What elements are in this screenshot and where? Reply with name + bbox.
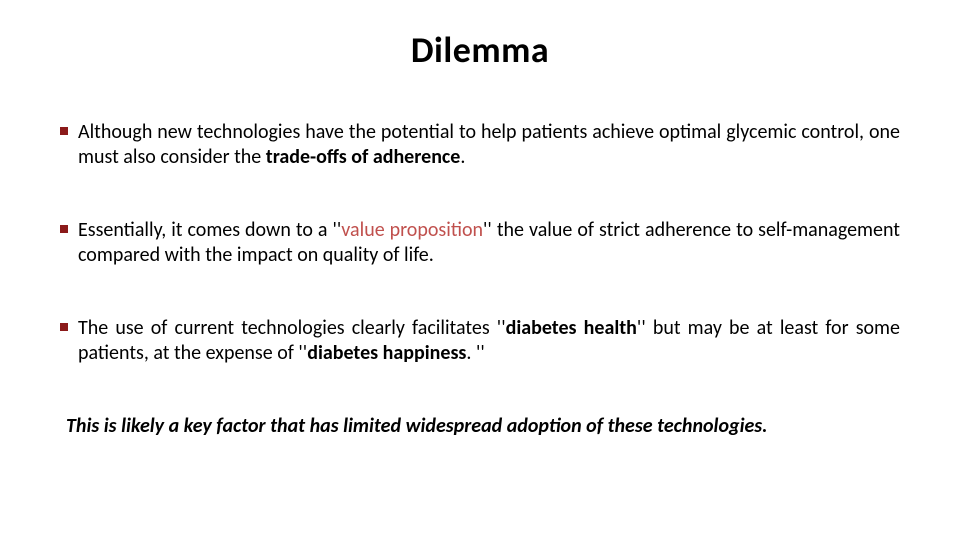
bullet-item: Essentially, it comes down to a ''value … <box>60 218 900 268</box>
closing-statement: This is likely a key factor that has lim… <box>60 414 900 438</box>
bullet-text: Essentially, it comes down to a '' <box>78 218 341 242</box>
bold-phrase: diabetes happiness <box>307 341 466 365</box>
bullet-item: The use of current technologies clearly … <box>60 316 900 366</box>
bullet-text: Although new technologies have the poten… <box>78 120 900 169</box>
bullet-item: Although new technologies have the poten… <box>60 120 900 170</box>
bold-phrase: trade-offs of adherence <box>266 145 461 169</box>
bold-phrase: diabetes health <box>506 316 637 340</box>
slide: Dilemma Although new technologies have t… <box>0 0 960 540</box>
bullet-text: The use of current technologies clearly … <box>78 316 506 340</box>
bullet-list: Although new technologies have the poten… <box>60 120 900 366</box>
bullet-text: . <box>460 145 465 169</box>
bullet-text: . '' <box>466 341 484 365</box>
slide-title: Dilemma <box>60 28 900 72</box>
accent-phrase: value proposition <box>341 218 483 242</box>
